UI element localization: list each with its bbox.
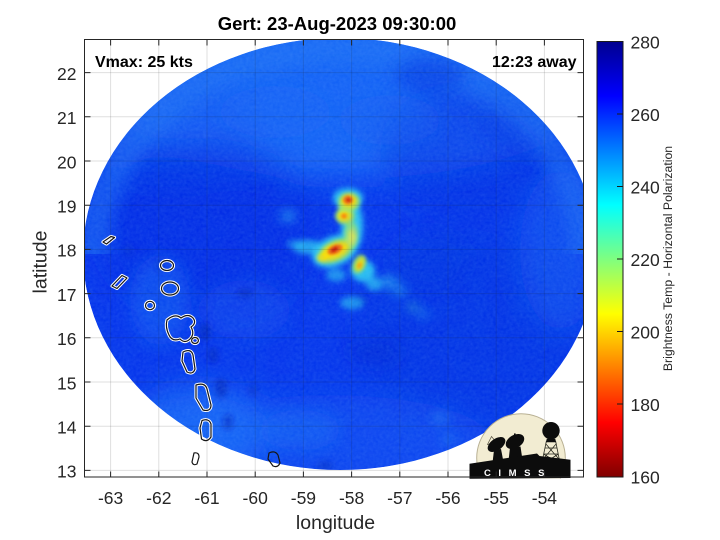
svg-text:-61: -61	[194, 488, 219, 508]
svg-text:-60: -60	[243, 488, 269, 508]
svg-text:-54: -54	[532, 488, 558, 508]
svg-text:-58: -58	[339, 488, 364, 508]
svg-text:CIMSS: CIMSS	[484, 468, 552, 479]
svg-text:-55: -55	[484, 488, 509, 508]
svg-text:260: 260	[631, 105, 660, 125]
svg-text:Gert: 23-Aug-2023 09:30:00: Gert: 23-Aug-2023 09:30:00	[218, 13, 457, 34]
svg-text:-63: -63	[98, 488, 123, 508]
svg-text:20: 20	[57, 152, 77, 172]
svg-text:-57: -57	[387, 488, 412, 508]
svg-text:12:23 away: 12:23 away	[492, 54, 577, 71]
svg-text:19: 19	[57, 197, 76, 217]
svg-text:15: 15	[57, 373, 76, 393]
svg-text:21: 21	[57, 108, 76, 128]
svg-text:18: 18	[57, 241, 76, 261]
svg-text:latitude: latitude	[30, 231, 52, 294]
svg-text:280: 280	[631, 32, 660, 52]
svg-text:Vmax: 25 kts: Vmax: 25 kts	[95, 54, 193, 71]
svg-text:-56: -56	[435, 488, 460, 508]
svg-text:longitude: longitude	[296, 512, 375, 534]
svg-text:240: 240	[631, 177, 660, 197]
svg-text:220: 220	[631, 250, 660, 270]
svg-text:16: 16	[57, 329, 76, 349]
svg-text:13: 13	[57, 462, 76, 482]
svg-text:200: 200	[631, 322, 660, 342]
svg-text:14: 14	[57, 418, 77, 438]
svg-text:160: 160	[631, 467, 660, 487]
svg-text:22: 22	[57, 64, 76, 84]
svg-text:-59: -59	[291, 488, 316, 508]
svg-text:180: 180	[631, 395, 660, 415]
svg-text:-62: -62	[146, 488, 171, 508]
svg-text:Brightness Temp - Horizontal P: Brightness Temp - Horizontal Polarizatio…	[661, 146, 675, 371]
svg-text:17: 17	[57, 285, 76, 305]
